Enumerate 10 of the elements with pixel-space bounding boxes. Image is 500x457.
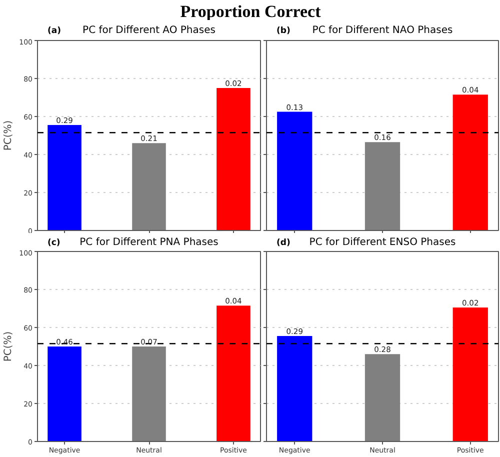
chart-title: PC for Different PNA Phases xyxy=(80,236,218,248)
chart-title: PC for Different NAO Phases xyxy=(312,24,453,36)
text: (c) xyxy=(48,238,60,248)
text: (a) xyxy=(48,26,62,36)
text: (b) xyxy=(276,26,290,36)
y-axis-title: PC(%) xyxy=(3,120,14,151)
chart-title: PC for Different ENSO Phases xyxy=(309,236,456,248)
text: (d) xyxy=(276,238,290,248)
chart-title: PC for Different AO Phases xyxy=(82,24,216,36)
y-axis-title: PC(%) xyxy=(3,331,14,362)
